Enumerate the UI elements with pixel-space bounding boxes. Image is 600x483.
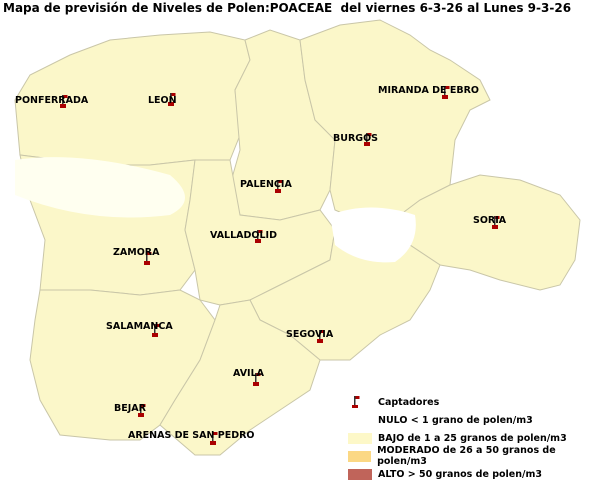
station-marker[interactable] <box>60 95 68 108</box>
station-label: PONFERRADA <box>15 95 89 106</box>
legend-label: NULO < 1 grano de polen/m3 <box>378 414 533 426</box>
legend-item: BAJO de 1 a 25 granos de polen/m3 <box>348 429 600 447</box>
station-label: SEGOVIA <box>286 329 334 340</box>
station-label: BURGOS <box>333 133 378 144</box>
station-label: MIRANDA DE EBRO <box>378 85 479 96</box>
station-label: AVILA <box>233 368 265 379</box>
station-label: ARENAS DE SAN PEDRO <box>128 430 254 441</box>
flag-icon <box>352 396 360 408</box>
legend-label: MODERADO de 26 a 50 granos de polen/m3 <box>377 445 556 467</box>
station-label: BEJAR <box>114 403 147 414</box>
legend-swatch <box>348 468 372 480</box>
station-label: ZAMORA <box>113 247 160 258</box>
province-avila <box>159 299 321 456</box>
station-marker[interactable] <box>492 216 500 229</box>
station-marker[interactable] <box>442 86 450 99</box>
station-label: SALAMANCA <box>106 321 173 332</box>
station-marker[interactable] <box>144 252 152 265</box>
station-marker[interactable] <box>364 133 372 146</box>
map-title: Mapa de previsión de Niveles de Polen:PO… <box>3 1 572 15</box>
station-marker[interactable] <box>152 324 160 337</box>
legend-label: ALTO > 50 granos de polen/m3 <box>378 468 542 480</box>
station-marker[interactable] <box>275 180 283 193</box>
nulo-area-west <box>15 157 185 218</box>
station-marker[interactable] <box>138 404 146 417</box>
station-label: PALENCIA <box>240 179 292 190</box>
province-burgos <box>299 19 491 226</box>
legend-item: MODERADO de 26 a 50 granos de polen/m3 <box>348 445 600 467</box>
station-marker[interactable] <box>317 330 325 343</box>
legend: Captadores NULO < 1 grano de polen/m3 BAJ… <box>348 393 600 483</box>
station-marker[interactable] <box>168 93 176 106</box>
station-label: LEON <box>148 95 177 106</box>
legend-label: BAJO de 1 a 25 granos de polen/m3 <box>378 432 567 444</box>
station-label: SORIA <box>473 215 507 226</box>
legend-swatch <box>348 450 372 462</box>
legend-item: NULO < 1 grano de polen/m3 <box>348 411 600 429</box>
station-marker[interactable] <box>255 230 263 243</box>
station-marker[interactable] <box>210 432 218 445</box>
station-label: VALLADOLID <box>210 230 277 241</box>
legend-captadores-label: Captadores <box>378 396 440 408</box>
legend-captadores: Captadores <box>348 393 600 411</box>
legend-swatch <box>348 432 372 444</box>
station-marker[interactable] <box>253 373 261 386</box>
legend-swatch <box>348 414 372 426</box>
legend-item: ALTO > 50 granos de polen/m3 <box>348 465 600 483</box>
nulo-area-east <box>330 207 416 263</box>
